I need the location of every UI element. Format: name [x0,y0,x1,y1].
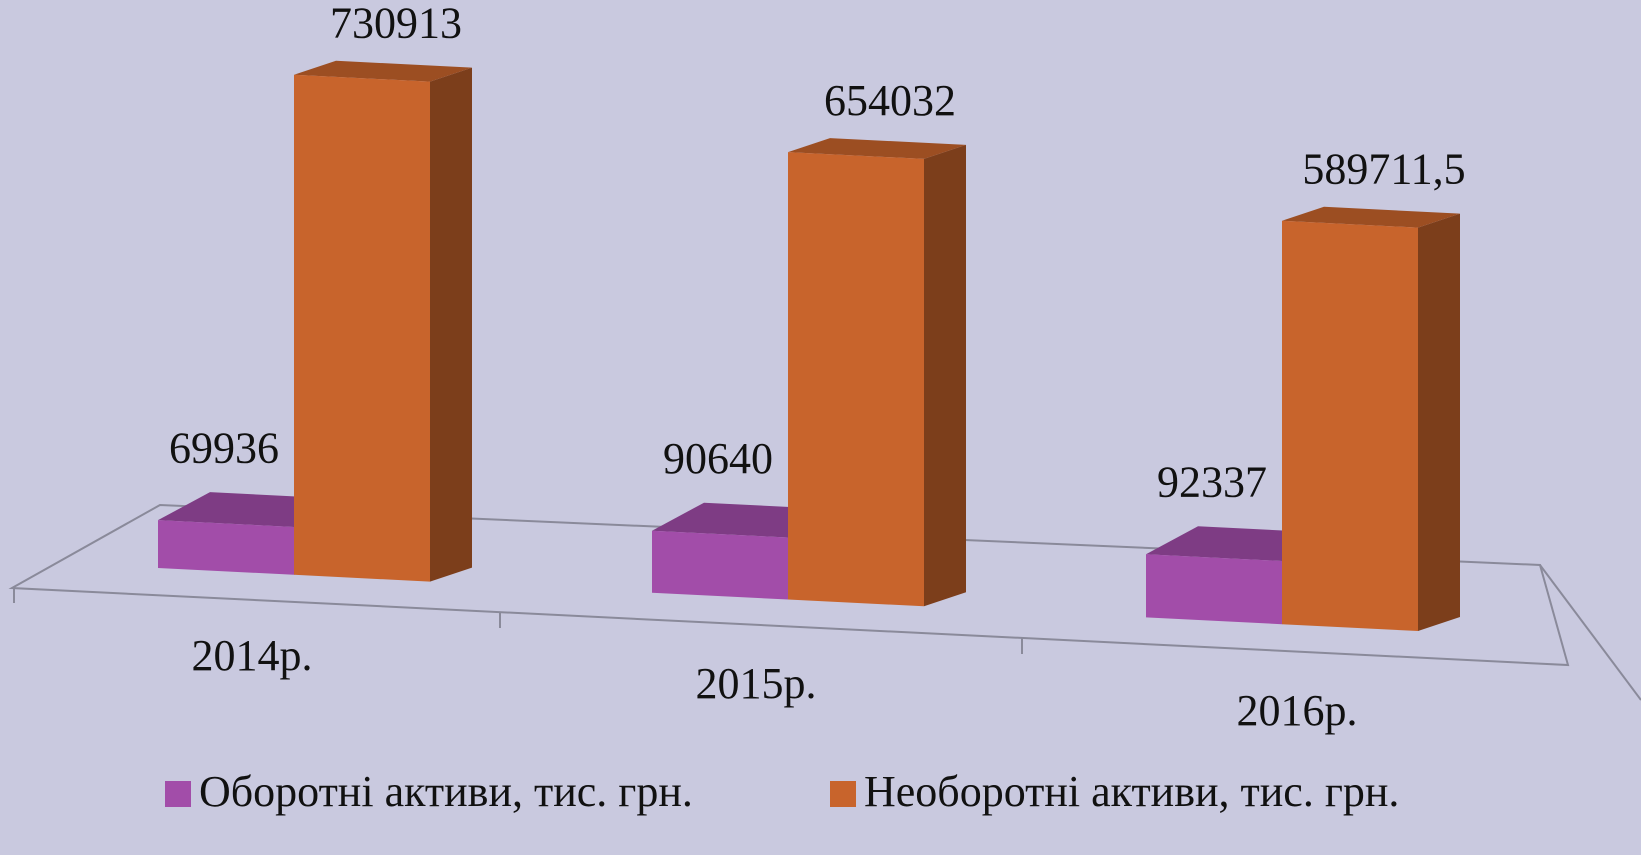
bar [1282,220,1418,632]
floor-edge [1539,564,1641,701]
x-tick-label: 2016р. [1237,686,1358,735]
bar [158,520,294,575]
bar [1146,554,1282,625]
legend: Оборотні активи, тис. грн. Необоротні акт… [165,767,1399,816]
data-label: 654032 [824,76,956,125]
bar-top [788,138,966,159]
legend-label: Необоротні активи, тис. грн. [864,767,1399,816]
data-label: 69936 [169,423,279,472]
legend-swatch [165,781,191,807]
data-label: 589711,5 [1302,145,1465,194]
x-tick-label: 2014р. [192,631,313,680]
bar-side [924,144,966,607]
bar-top [1282,206,1460,228]
bar-side [1418,213,1460,632]
legend-label: Оборотні активи, тис. грн. [199,767,693,816]
bars [158,60,1460,632]
x-tick-label: 2015р. [696,659,817,708]
bar [788,152,924,607]
bar-top [294,60,472,82]
data-label: 730913 [330,0,462,48]
bar [652,530,788,600]
data-label: 92337 [1157,457,1267,506]
data-label: 90640 [663,434,773,483]
legend-swatch [830,781,856,807]
bar [294,74,430,582]
bar-side [430,67,472,582]
